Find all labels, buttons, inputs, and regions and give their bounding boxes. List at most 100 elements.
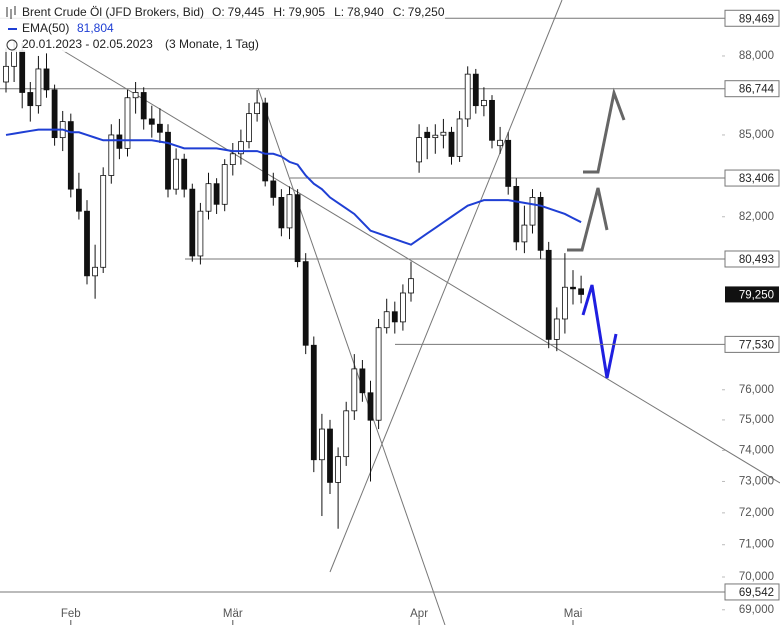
candle-body xyxy=(165,131,171,190)
candle-body xyxy=(35,68,42,107)
y-tick-label: 82,000 xyxy=(739,211,774,223)
level-box xyxy=(724,250,780,268)
candle-body xyxy=(148,118,155,125)
ohlc: O: 79,445 H: 79,905 L: 78,940 C: 79,250 xyxy=(212,5,445,19)
level-label: 77,530 xyxy=(739,339,774,351)
ema-last: 81,804 xyxy=(77,21,114,35)
candle-body xyxy=(408,278,414,294)
candle-body xyxy=(578,288,584,295)
ohlc-value: 79,445 xyxy=(228,5,265,19)
candle-body xyxy=(302,261,309,346)
candle-body xyxy=(51,89,58,139)
candle-body xyxy=(116,134,123,149)
x-tick-label: Apr xyxy=(410,608,428,620)
clock-icon xyxy=(6,39,18,51)
level-label: 89,469 xyxy=(739,13,774,25)
candle-body xyxy=(351,368,358,412)
candle-body xyxy=(383,311,390,329)
y-tick-label: 69,000 xyxy=(739,604,774,616)
candle-body xyxy=(399,292,406,323)
candle-body xyxy=(416,137,423,163)
trend-line xyxy=(257,87,446,625)
header: Brent Crude Öl (JFD Brokers, Bid) O: 79,4… xyxy=(0,2,445,52)
candle-body xyxy=(27,92,34,107)
candle-body xyxy=(108,134,115,176)
candle-body xyxy=(570,286,576,290)
candle-body xyxy=(132,92,139,99)
x-tick-label: Mai xyxy=(564,608,583,620)
candle-body xyxy=(537,197,544,251)
candle-body xyxy=(3,65,9,83)
ohlc-key: H: xyxy=(273,5,285,19)
candle-body xyxy=(440,131,447,136)
candle-body xyxy=(205,183,212,212)
last-price-box xyxy=(725,286,779,303)
candle-body xyxy=(124,97,131,149)
candle-body xyxy=(505,139,512,187)
x-tick-label: Feb xyxy=(61,608,81,620)
candle-body xyxy=(448,131,455,157)
y-tick-label: 74,000 xyxy=(739,445,774,457)
projection-arrow xyxy=(583,87,626,174)
candle-body xyxy=(76,188,82,212)
candle-body xyxy=(545,249,552,340)
candle-body xyxy=(189,188,196,257)
y-tick-label: 76,000 xyxy=(739,384,774,396)
projection-arrow xyxy=(567,187,609,252)
ohlc-key: O: xyxy=(212,5,225,19)
levels xyxy=(0,17,725,593)
level-box xyxy=(724,583,780,601)
date-range: 20.01.2023 - 02.05.2023 xyxy=(22,37,153,51)
candle-body xyxy=(553,318,560,340)
y-tick-label: 73,000 xyxy=(739,475,774,487)
ohlc-value: 78,940 xyxy=(347,5,384,19)
candle-body xyxy=(286,194,293,229)
candle-body xyxy=(173,158,180,190)
candle-body xyxy=(343,410,350,458)
y-tick-label: 72,000 xyxy=(739,507,774,519)
candle-body xyxy=(278,197,285,229)
ohlc-value: 79,905 xyxy=(288,5,325,19)
candle-body xyxy=(181,158,188,190)
candle-body xyxy=(310,344,317,461)
axis: 69,000 70,000 71,000 72,000 73,000 74,000 75,0… xyxy=(61,9,780,625)
header-bg xyxy=(0,2,445,52)
candle-body xyxy=(513,186,520,243)
trend-line xyxy=(61,49,780,484)
candle-body xyxy=(327,428,333,483)
ohlc-value: 79,250 xyxy=(408,5,445,19)
level-label: 69,542 xyxy=(739,587,774,599)
candle-body xyxy=(432,134,439,139)
candle-body xyxy=(67,121,74,190)
candle-body xyxy=(497,139,504,147)
y-tick-label: 70,000 xyxy=(739,571,774,583)
candle-body xyxy=(246,113,252,143)
candle-body xyxy=(359,368,366,394)
candle-body xyxy=(11,50,18,67)
candle-body xyxy=(262,102,269,182)
candle-body xyxy=(197,210,204,257)
candle-body xyxy=(391,311,398,323)
candle-body xyxy=(335,456,342,483)
candle-body xyxy=(521,224,528,243)
trend-line xyxy=(329,0,563,573)
level-box xyxy=(724,169,780,187)
level-box xyxy=(724,80,780,98)
candle-body xyxy=(221,164,228,205)
ema-line xyxy=(5,128,582,246)
level-label: 83,406 xyxy=(739,173,774,185)
candle-body xyxy=(464,73,471,120)
title: Brent Crude Öl (JFD Brokers, Bid) xyxy=(22,5,204,19)
candle-body xyxy=(456,118,463,157)
candle-body xyxy=(367,392,374,421)
candle-body xyxy=(213,183,220,205)
y-tick-label: 75,000 xyxy=(739,414,774,426)
candle-body xyxy=(424,131,431,139)
candle-body xyxy=(489,99,495,141)
period: (3 Monate, 1 Tag) xyxy=(165,37,259,51)
ohlc-key: C: xyxy=(393,5,405,19)
level-box xyxy=(724,9,780,27)
y-tick-label: 85,000 xyxy=(739,129,774,141)
ema-name: EMA(50) xyxy=(22,21,69,35)
